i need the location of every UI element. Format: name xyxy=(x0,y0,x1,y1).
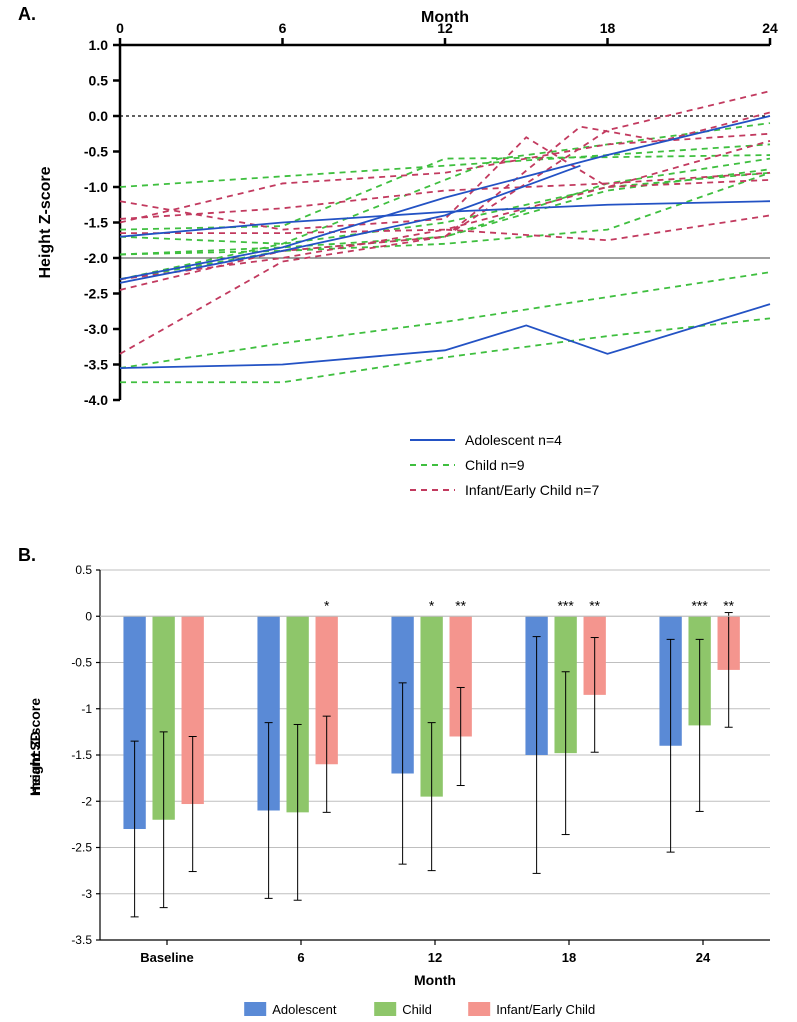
panel-a-x-tick: 18 xyxy=(600,20,616,36)
panel-b-y-tick: -2.5 xyxy=(71,841,92,855)
panel-a-x-tick: 6 xyxy=(279,20,287,36)
panel-a-line-infant xyxy=(120,134,770,223)
panel-b-x-tick: 6 xyxy=(297,950,304,965)
panel-a-y-tick: 1.0 xyxy=(89,37,109,53)
panel-b-y-tick: -3.5 xyxy=(71,933,92,947)
panel-b-y-title: mean±SD xyxy=(27,731,43,795)
panel-a-line-child xyxy=(120,173,770,255)
panel-b-y-tick: 0.5 xyxy=(75,563,92,577)
significance-marker: ** xyxy=(455,597,466,613)
significance-marker: *** xyxy=(691,597,708,613)
panel-b-y-tick: -0.5 xyxy=(71,656,92,670)
panel-b-chart: 0.50-0.5-1-1.5-2-2.5-3-3.5Height Z-score… xyxy=(0,540,797,1020)
panel-b-x-tick: Baseline xyxy=(140,950,193,965)
panel-a-line-adolescent xyxy=(120,116,770,279)
legend-label: Adolescent n=4 xyxy=(465,432,562,448)
legend-swatch xyxy=(244,1002,266,1016)
panel-a-y-tick: -1.5 xyxy=(84,215,108,231)
panel-a-y-tick: -0.5 xyxy=(84,144,108,160)
panel-a-x-tick: 24 xyxy=(762,20,778,36)
legend-label: Infant/Early Child n=7 xyxy=(465,482,599,498)
significance-marker: * xyxy=(324,597,330,613)
figure-container: { "panelA": { "label": "A.", "type": "li… xyxy=(0,0,797,1022)
panel-b-y-tick: -2 xyxy=(81,794,92,808)
panel-a-line-child xyxy=(120,123,770,279)
legend-label: Child xyxy=(402,1002,432,1017)
panel-b-x-title: Month xyxy=(414,972,456,988)
panel-a-line-infant xyxy=(120,141,770,233)
panel-a-y-tick: 0.5 xyxy=(89,73,109,89)
panel-b-y-tick: -1.5 xyxy=(71,748,92,762)
legend-label: Adolescent xyxy=(272,1002,337,1017)
significance-marker: ** xyxy=(723,597,734,613)
panel-a-y-tick: -3.5 xyxy=(84,357,108,373)
panel-a-line-infant xyxy=(120,91,770,354)
significance-marker: ** xyxy=(589,597,600,613)
panel-a-y-title: Height Z-score xyxy=(37,166,54,278)
panel-b-y-tick: -3 xyxy=(81,887,92,901)
legend-swatch xyxy=(374,1002,396,1016)
panel-a-x-tick: 0 xyxy=(116,20,124,36)
panel-a-line-child xyxy=(120,144,770,187)
panel-a-x-tick: 12 xyxy=(437,20,453,36)
legend-swatch xyxy=(468,1002,490,1016)
panel-a-line-child xyxy=(120,173,770,244)
significance-marker: * xyxy=(429,597,435,613)
panel-a-y-tick: -2.0 xyxy=(84,250,108,266)
panel-b-y-tick: 0 xyxy=(85,609,92,623)
significance-marker: *** xyxy=(557,597,574,613)
panel-a-y-tick: -1.0 xyxy=(84,179,108,195)
panel-a-line-child xyxy=(120,272,770,368)
panel-a-line-infant xyxy=(120,215,770,279)
panel-a-y-tick: 0.0 xyxy=(89,108,109,124)
panel-a-y-tick: -3.0 xyxy=(84,321,108,337)
panel-b-y-tick: -1 xyxy=(81,702,92,716)
panel-b-x-tick: 18 xyxy=(562,950,576,965)
panel-a-y-tick: -2.5 xyxy=(84,286,108,302)
legend-label: Child n=9 xyxy=(465,457,525,473)
panel-a-y-tick: -4.0 xyxy=(84,392,108,408)
panel-b-x-tick: 24 xyxy=(696,950,711,965)
panel-b-x-tick: 12 xyxy=(428,950,442,965)
panel-a-line-adolescent xyxy=(120,304,770,368)
legend-label: Infant/Early Child xyxy=(496,1002,595,1017)
panel-a-chart: Month061218241.00.50.0-0.5-1.0-1.5-2.0-2… xyxy=(0,0,797,510)
